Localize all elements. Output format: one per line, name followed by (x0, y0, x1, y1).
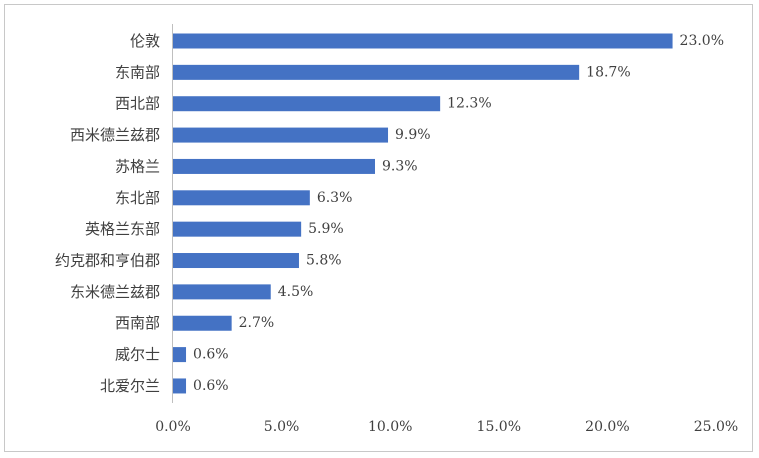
category-label: 伦敦 (130, 32, 160, 50)
bar-3 (173, 127, 389, 143)
x-tick-label: 25.0% (694, 419, 738, 435)
value-label: 6.3% (317, 190, 353, 206)
value-label: 18.7% (586, 64, 630, 80)
category-labels: 伦敦东南部西北部西米德兰兹郡苏格兰东北部英格兰东部约克郡和亨伯郡东米德兰兹郡西南… (55, 32, 160, 395)
x-tick-labels: 0.0% 5.0% 10.0% 15.0% 20.0% 25.0% (155, 419, 738, 435)
value-label: 2.7% (239, 315, 275, 331)
category-label: 英格兰东部 (85, 220, 160, 238)
x-tick-label: 10.0% (368, 419, 412, 435)
value-labels: 23.0% 18.7% 12.3% 9.9% 9.3% 6.3% 5.9% 5.8% 4.5%2… (193, 33, 724, 394)
value-label: 12.3% (447, 96, 491, 112)
bar-chart: 伦敦东南部西北部西米德兰兹郡苏格兰东北部英格兰东部约克郡和亨伯郡东米德兰兹郡西南… (55, 24, 738, 435)
category-label: 西北部 (115, 95, 160, 113)
category-label: 威尔士 (115, 346, 160, 364)
x-tick-label: 0.0% (155, 419, 191, 435)
bars-group (173, 33, 673, 394)
value-label: 9.9% (395, 127, 431, 143)
value-label: 0.6% (193, 347, 229, 363)
bar-6 (173, 221, 302, 237)
bar-11 (173, 378, 187, 394)
category-label: 东北部 (115, 189, 160, 207)
value-label: 5.8% (306, 253, 342, 269)
bar-8 (173, 284, 271, 300)
chart-frame: 伦敦东南部西北部西米德兰兹郡苏格兰东北部英格兰东部约克郡和亨伯郡东米德兰兹郡西南… (4, 4, 753, 452)
bar-9 (173, 315, 232, 331)
x-tick-label: 5.0% (264, 419, 300, 435)
category-label: 西南部 (115, 314, 160, 332)
x-tick-label: 20.0% (585, 419, 629, 435)
value-label: 5.9% (308, 221, 344, 237)
category-label: 约克郡和亨伯郡 (55, 252, 160, 270)
bar-7 (173, 253, 299, 269)
value-label: 0.6% (193, 378, 229, 394)
value-label: 9.3% (382, 158, 418, 174)
bar-1 (173, 64, 580, 80)
category-label: 东米德兰兹郡 (70, 283, 160, 301)
value-label: 23.0% (680, 33, 724, 49)
category-label: 苏格兰 (115, 157, 160, 175)
bar-0 (173, 33, 673, 49)
category-label: 西米德兰兹郡 (70, 126, 160, 144)
value-label: 4.5% (278, 284, 314, 300)
bar-10 (173, 347, 187, 363)
bar-2 (173, 96, 441, 112)
category-label: 北爱尔兰 (100, 377, 160, 395)
bar-5 (173, 190, 310, 206)
category-label: 东南部 (115, 63, 160, 81)
x-tick-label: 15.0% (477, 419, 521, 435)
bar-4 (173, 158, 375, 174)
